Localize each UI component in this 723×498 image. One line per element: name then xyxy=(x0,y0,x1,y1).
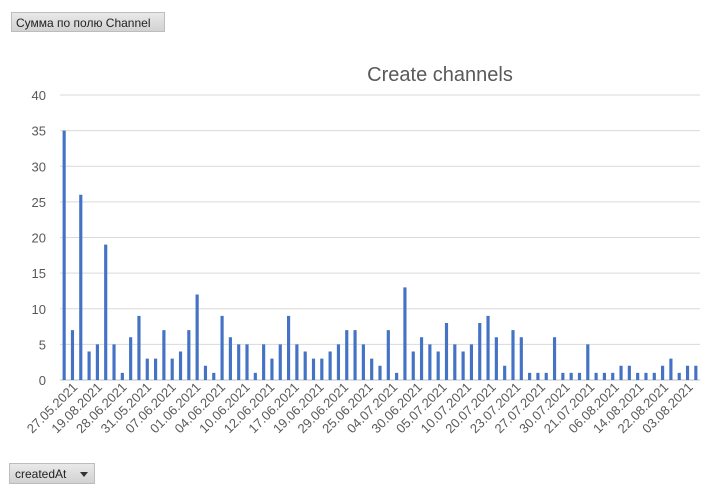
bar xyxy=(329,352,332,381)
bar xyxy=(503,366,506,380)
bar xyxy=(146,359,149,380)
bar xyxy=(495,337,498,380)
bar xyxy=(453,344,456,380)
bar xyxy=(661,366,664,380)
bar xyxy=(486,316,489,380)
bar xyxy=(387,330,390,380)
bar xyxy=(644,373,647,380)
y-tick-label: 15 xyxy=(32,266,46,281)
bar xyxy=(320,359,323,380)
y-tick-label: 30 xyxy=(32,159,46,174)
bar xyxy=(353,330,356,380)
bar xyxy=(104,245,107,380)
bar xyxy=(403,287,406,380)
bar xyxy=(279,344,282,380)
bar xyxy=(578,373,581,380)
bar xyxy=(79,195,82,380)
bar xyxy=(112,344,115,380)
bar xyxy=(420,337,423,380)
bar xyxy=(295,344,298,380)
bar xyxy=(88,352,91,381)
bar xyxy=(245,344,248,380)
bar xyxy=(137,316,140,380)
bar xyxy=(595,373,598,380)
bar xyxy=(478,323,481,380)
bar xyxy=(63,131,66,380)
bar xyxy=(71,330,74,380)
bar xyxy=(437,352,440,381)
bar xyxy=(121,373,124,380)
bar xyxy=(553,337,556,380)
bar xyxy=(412,352,415,381)
bar xyxy=(337,344,340,380)
bar xyxy=(162,330,165,380)
bar xyxy=(345,330,348,380)
bar xyxy=(154,359,157,380)
bar xyxy=(187,330,190,380)
y-tick-label: 40 xyxy=(32,88,46,103)
bar xyxy=(220,316,223,380)
bar xyxy=(196,295,199,381)
y-tick-label: 25 xyxy=(32,195,46,210)
bar xyxy=(96,344,99,380)
bar xyxy=(312,359,315,380)
bar xyxy=(586,344,589,380)
axis-field-dropdown[interactable]: createdAt xyxy=(9,463,95,484)
bar xyxy=(561,373,564,380)
bar xyxy=(653,373,656,380)
bar xyxy=(694,366,697,380)
y-tick-label: 10 xyxy=(32,302,46,317)
bar xyxy=(669,359,672,380)
bar xyxy=(636,373,639,380)
bar xyxy=(462,352,465,381)
bar xyxy=(270,359,273,380)
bar xyxy=(378,366,381,380)
bar xyxy=(204,366,207,380)
bar xyxy=(678,373,681,380)
bar xyxy=(287,316,290,380)
y-tick-label: 20 xyxy=(32,231,46,246)
bar xyxy=(229,337,232,380)
y-tick-label: 35 xyxy=(32,124,46,139)
bar xyxy=(237,344,240,380)
bar xyxy=(545,373,548,380)
bar xyxy=(686,366,689,380)
bar xyxy=(619,366,622,380)
bar xyxy=(254,373,257,380)
y-tick-label: 5 xyxy=(39,337,46,352)
bar xyxy=(370,359,373,380)
bar xyxy=(520,337,523,380)
bar xyxy=(445,323,448,380)
bar xyxy=(470,344,473,380)
bar xyxy=(171,359,174,380)
bar xyxy=(511,330,514,380)
bar xyxy=(362,344,365,380)
bar xyxy=(304,352,307,381)
bar xyxy=(428,344,431,380)
bar xyxy=(628,366,631,380)
bar xyxy=(603,373,606,380)
axis-field-label: createdAt xyxy=(15,467,66,481)
bar xyxy=(528,373,531,380)
bar xyxy=(611,373,614,380)
bar xyxy=(570,373,573,380)
bar xyxy=(129,337,132,380)
y-tick-label: 0 xyxy=(39,373,46,388)
bar xyxy=(395,373,398,380)
bar xyxy=(179,352,182,381)
bar xyxy=(212,373,215,380)
bar xyxy=(262,344,265,380)
chevron-down-icon xyxy=(80,472,88,477)
